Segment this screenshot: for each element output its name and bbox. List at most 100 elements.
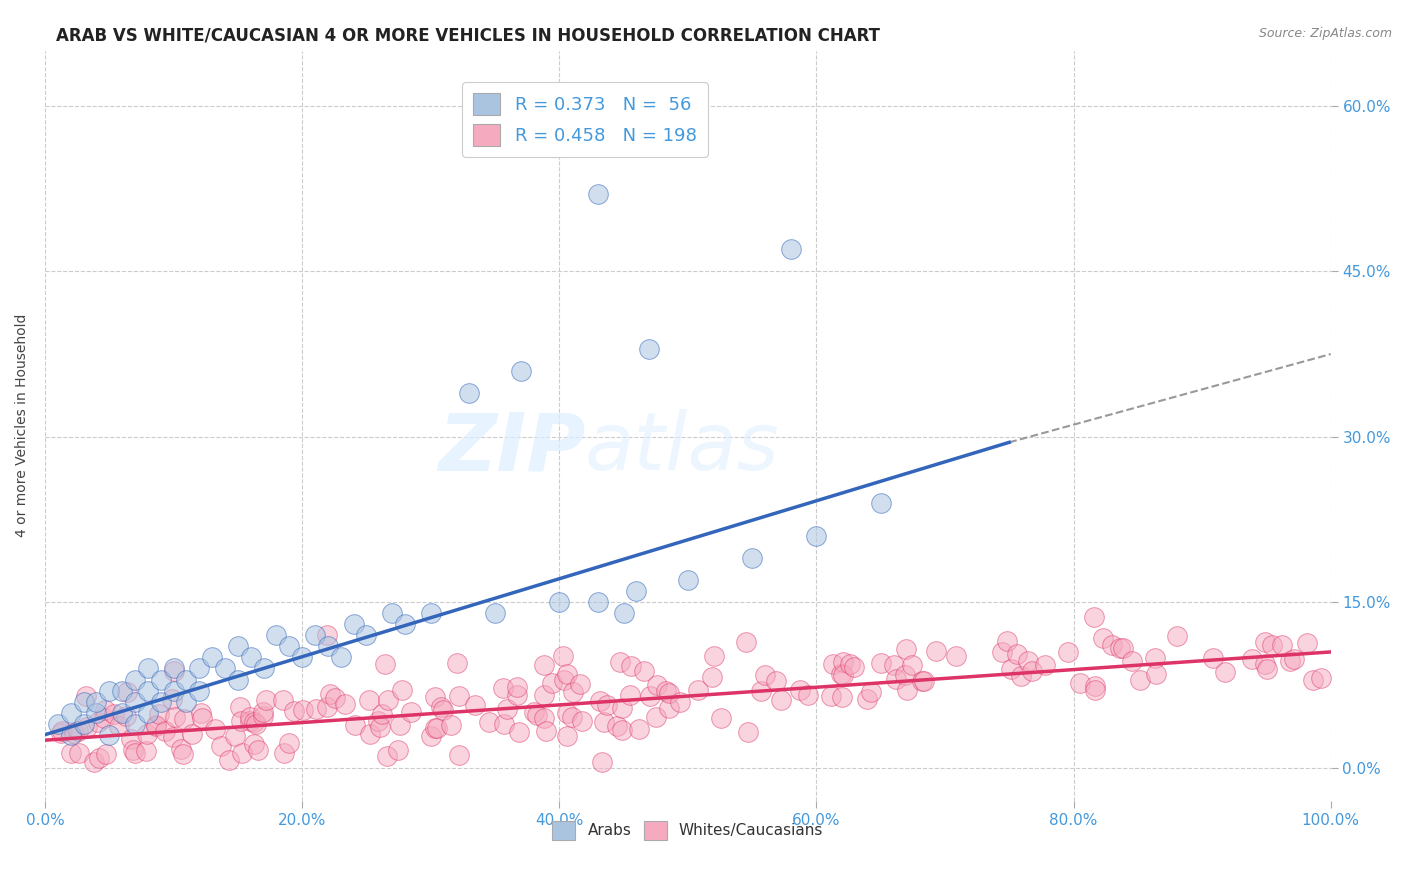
Point <box>492 717 515 731</box>
Point <box>562 685 585 699</box>
Point <box>1202 651 1225 665</box>
Point <box>1253 657 1275 671</box>
Point <box>238 714 260 729</box>
Point <box>254 693 277 707</box>
Point <box>316 627 339 641</box>
Point <box>66 724 89 739</box>
Text: ZIP: ZIP <box>437 409 585 487</box>
Point <box>122 743 145 757</box>
Point <box>655 683 678 698</box>
Point <box>638 342 661 356</box>
Point <box>111 706 134 720</box>
Point <box>245 716 267 731</box>
Point <box>1005 647 1028 661</box>
Point <box>305 702 328 716</box>
Point <box>242 738 264 752</box>
Point <box>86 695 108 709</box>
Point <box>589 694 612 708</box>
Point <box>945 648 967 663</box>
Point <box>859 685 882 699</box>
Point <box>1129 673 1152 687</box>
Point <box>266 628 288 642</box>
Point <box>1310 671 1333 685</box>
Point <box>1101 638 1123 652</box>
Point <box>568 677 591 691</box>
Point <box>173 713 195 727</box>
Point <box>638 689 661 703</box>
Point <box>526 707 548 722</box>
Point <box>316 700 339 714</box>
Point <box>668 695 690 709</box>
Point <box>1166 629 1188 643</box>
Point <box>319 687 342 701</box>
Point <box>432 703 454 717</box>
Point <box>278 640 301 654</box>
Point <box>592 714 614 729</box>
Point <box>304 628 326 642</box>
Point <box>832 668 855 682</box>
Point <box>342 617 364 632</box>
Point <box>252 705 274 719</box>
Point <box>676 573 699 587</box>
Point <box>596 698 619 712</box>
Point <box>626 584 648 599</box>
Point <box>449 747 471 762</box>
Point <box>737 725 759 739</box>
Point <box>1240 652 1263 666</box>
Point <box>870 656 893 670</box>
Point <box>478 715 501 730</box>
Point <box>912 673 935 688</box>
Point <box>901 657 924 672</box>
Point <box>401 705 423 719</box>
Point <box>145 719 167 733</box>
Point <box>496 702 519 716</box>
Point <box>136 661 159 675</box>
Point <box>170 742 193 756</box>
Point <box>627 722 650 736</box>
Point <box>883 657 905 672</box>
Point <box>291 703 314 717</box>
Point <box>869 496 891 510</box>
Point <box>359 726 381 740</box>
Point <box>658 701 681 715</box>
Point <box>190 706 212 720</box>
Point <box>484 607 506 621</box>
Point <box>710 711 733 725</box>
Point <box>252 661 274 675</box>
Point <box>553 673 575 687</box>
Point <box>162 730 184 744</box>
Point <box>124 746 146 760</box>
Point <box>806 529 828 543</box>
Point <box>333 697 356 711</box>
Point <box>533 711 555 725</box>
Point <box>172 747 194 761</box>
Point <box>83 756 105 770</box>
Point <box>145 717 167 731</box>
Point <box>375 749 398 764</box>
Point <box>658 686 681 700</box>
Point <box>135 727 157 741</box>
Point <box>323 690 346 705</box>
Point <box>356 628 378 642</box>
Point <box>201 650 224 665</box>
Point <box>842 660 865 674</box>
Point <box>1256 662 1278 676</box>
Point <box>1017 654 1039 668</box>
Point <box>458 385 481 400</box>
Point <box>188 661 211 675</box>
Point <box>533 688 555 702</box>
Text: Source: ZipAtlas.com: Source: ZipAtlas.com <box>1258 27 1392 40</box>
Point <box>749 684 772 698</box>
Point <box>176 695 198 709</box>
Point <box>111 683 134 698</box>
Legend: Arabs, Whites/Caucasians: Arabs, Whites/Caucasians <box>547 815 830 846</box>
Point <box>165 710 187 724</box>
Point <box>553 648 575 663</box>
Point <box>231 714 253 728</box>
Point <box>231 747 253 761</box>
Point <box>606 719 628 733</box>
Point <box>391 683 413 698</box>
Point <box>115 685 138 699</box>
Point <box>377 693 399 707</box>
Point <box>734 635 756 649</box>
